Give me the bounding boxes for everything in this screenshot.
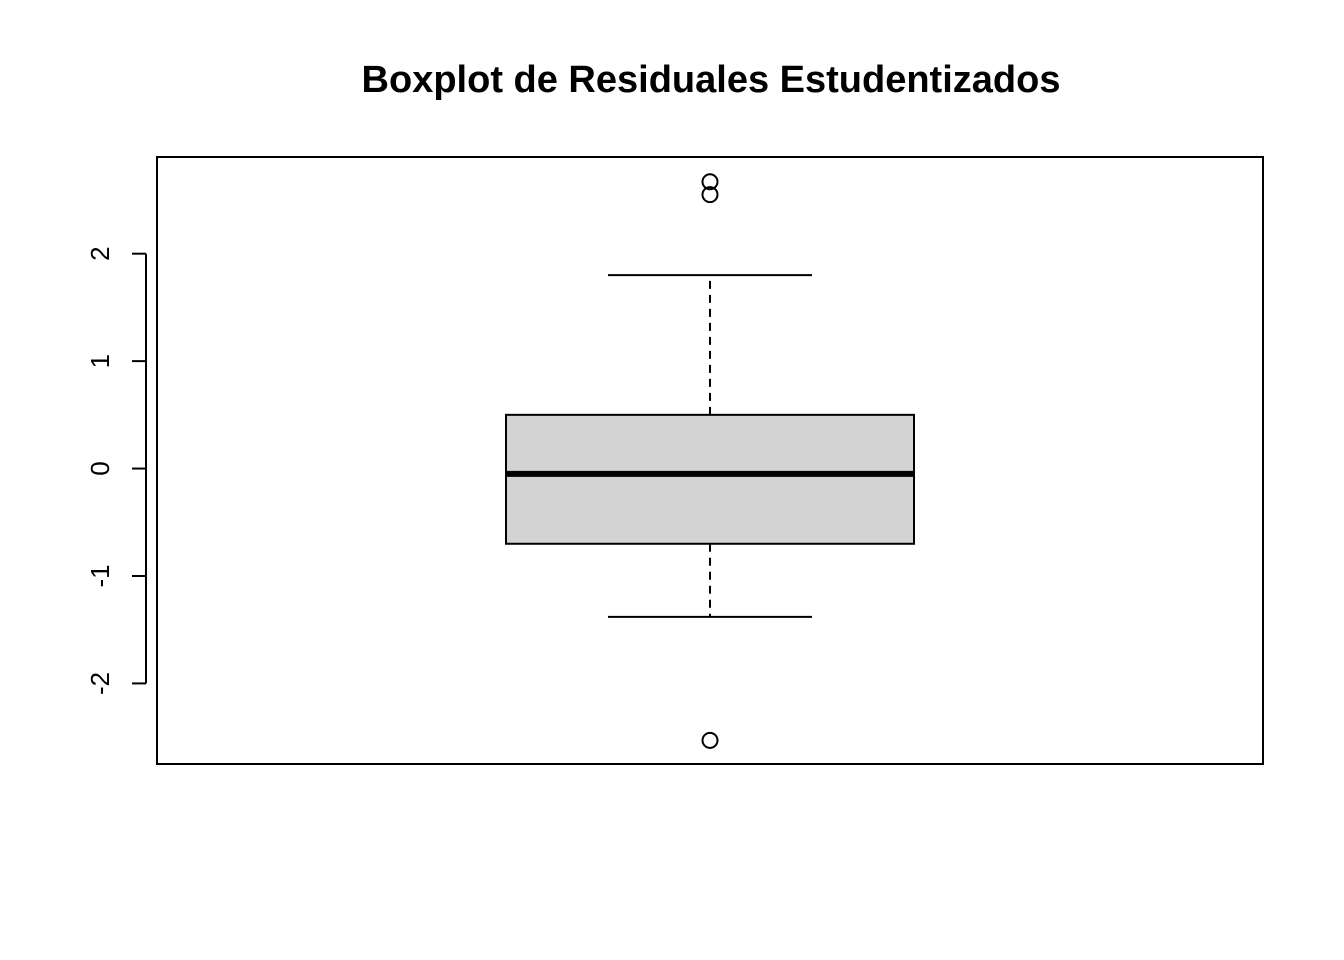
interquartile-box (505, 413, 915, 545)
y-axis: -2 -1 0 1 2 (85, 246, 147, 695)
outlier-point (701, 173, 719, 191)
y-tick-label: -1 (85, 564, 115, 587)
box-group (505, 173, 915, 749)
y-tick-label: 1 (85, 354, 115, 368)
plot-frame (156, 156, 1264, 765)
y-tick-label: 0 (85, 461, 115, 475)
y-tick-label: -2 (85, 672, 115, 695)
outlier-point (701, 731, 719, 749)
y-tick-label: 2 (85, 246, 115, 260)
outlier-point (701, 186, 719, 204)
chart-title: Boxplot de Residuales Estudentizados (362, 59, 1061, 101)
